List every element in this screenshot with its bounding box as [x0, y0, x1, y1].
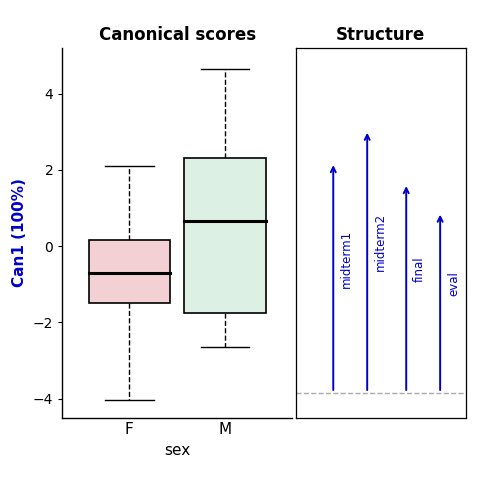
Bar: [89, 240, 170, 303]
X-axis label: sex: sex: [164, 443, 190, 458]
Text: final: final: [413, 256, 426, 282]
Y-axis label: Can1 (100%): Can1 (100%): [12, 179, 27, 287]
Text: midterm2: midterm2: [374, 213, 387, 271]
Text: eval: eval: [447, 271, 460, 296]
Title: Structure: Structure: [336, 25, 425, 44]
Title: Canonical scores: Canonical scores: [98, 25, 256, 44]
Text: midterm1: midterm1: [340, 229, 353, 288]
Bar: [184, 158, 265, 313]
